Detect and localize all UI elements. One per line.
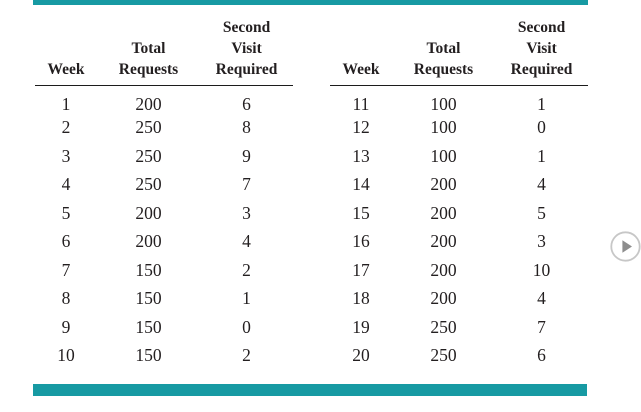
table-cell: 11 <box>352 93 370 114</box>
table-cell: 5 <box>61 202 71 223</box>
table-row: 8 150 1 <box>35 285 293 314</box>
table-row: 13 100 1 <box>330 142 588 171</box>
table-cell: 16 <box>352 231 370 252</box>
table-cell: 6 <box>537 345 546 366</box>
table-cell: 12 <box>352 117 370 138</box>
table-cell: 4 <box>242 231 251 252</box>
header-row: Week Total Requests Second Visit Require… <box>330 8 588 86</box>
table-cell: 4 <box>537 174 546 195</box>
header-total-requests: Total Requests <box>96 8 201 86</box>
table-cell: 3 <box>61 145 71 166</box>
table-row: 20 250 6 <box>330 342 588 371</box>
table-header: Week Total Requests Second Visit Require… <box>330 8 588 86</box>
table-cell: 19 <box>352 316 370 337</box>
header-week: Week <box>330 8 392 86</box>
play-icon <box>610 231 641 262</box>
table-cell: 1 <box>61 93 71 114</box>
table-cell: 3 <box>537 231 546 252</box>
table-cell: 7 <box>537 316 546 337</box>
table-cell: 100 <box>430 145 457 166</box>
header-row: Week Total Requests Second Visit Require… <box>35 8 293 86</box>
table-cell: 8 <box>61 288 71 309</box>
table-row: 10 150 2 <box>35 342 293 371</box>
table-cell: 4 <box>61 174 71 195</box>
table-row: 12 100 0 <box>330 114 588 143</box>
table-row: 4 250 7 <box>35 171 293 200</box>
table-row: 9 150 0 <box>35 313 293 342</box>
table-cell: 100 <box>430 93 457 114</box>
table-cell: 150 <box>135 316 162 337</box>
table-cell: 15 <box>352 202 370 223</box>
table-cell: 150 <box>135 259 162 280</box>
table-row: 11 100 1 <box>330 85 588 114</box>
table-row: 16 200 3 <box>330 228 588 257</box>
header-second-visit-required: Second Visit Required <box>495 8 588 86</box>
table-cell: 0 <box>537 117 546 138</box>
table-cell: 200 <box>430 231 457 252</box>
table-cell: 14 <box>352 174 370 195</box>
table-row: 7 150 2 <box>35 256 293 285</box>
table-row: 17 200 10 <box>330 256 588 285</box>
table-cell: 200 <box>430 202 457 223</box>
table-cell: 18 <box>352 288 370 309</box>
table-cell: 3 <box>242 202 251 223</box>
table-cell: 250 <box>135 145 162 166</box>
table-cell: 2 <box>242 259 251 280</box>
table-cell: 17 <box>352 259 370 280</box>
table-cell: 6 <box>61 231 71 252</box>
table-cell: 1 <box>537 145 546 166</box>
table-row: 6 200 4 <box>35 228 293 257</box>
next-page-button[interactable] <box>609 230 641 263</box>
top-accent-bar <box>33 0 588 5</box>
table-cell: 6 <box>242 93 251 114</box>
table-cell: 250 <box>430 316 457 337</box>
bottom-accent-bar <box>33 384 587 396</box>
table-row: 3 250 9 <box>35 142 293 171</box>
table-cell: 250 <box>135 117 162 138</box>
table-cell: 200 <box>430 259 457 280</box>
header-week: Week <box>35 8 97 86</box>
table-cell: 5 <box>537 202 546 223</box>
table-cell: 200 <box>135 231 162 252</box>
table-body: 11 100 1 12 100 0 13 100 1 14 200 4 15 200 5 16 200 3 17 20… <box>330 85 588 370</box>
table-header: Week Total Requests Second Visit Require… <box>35 8 293 86</box>
header-second-visit-required: Second Visit Required <box>200 8 293 86</box>
requests-table-weeks-1-10: Week Total Requests Second Visit Require… <box>35 8 293 370</box>
table-cell: 9 <box>242 145 251 166</box>
table-row: 2 250 8 <box>35 114 293 143</box>
table-cell: 7 <box>61 259 71 280</box>
table-cell: 150 <box>135 288 162 309</box>
table-cell: 200 <box>135 202 162 223</box>
table-cell: 150 <box>135 345 162 366</box>
table-cell: 200 <box>430 288 457 309</box>
table-cell: 1 <box>242 288 251 309</box>
table-cell: 7 <box>242 174 251 195</box>
table-row: 5 200 3 <box>35 199 293 228</box>
table-cell: 20 <box>352 345 370 366</box>
table-cell: 200 <box>135 93 162 114</box>
table-cell: 10 <box>532 259 551 280</box>
table-cell: 200 <box>430 174 457 195</box>
table-cell: 2 <box>61 117 71 138</box>
table-row: 14 200 4 <box>330 171 588 200</box>
table-cell: 10 <box>57 345 75 366</box>
requests-table-weeks-11-20: Week Total Requests Second Visit Require… <box>330 8 588 370</box>
table-row: 19 250 7 <box>330 313 588 342</box>
table-cell: 100 <box>430 117 457 138</box>
table-cell: 2 <box>242 345 251 366</box>
table-cell: 0 <box>242 316 251 337</box>
table-cell: 13 <box>352 145 370 166</box>
table-cell: 4 <box>537 288 546 309</box>
table-row: 15 200 5 <box>330 199 588 228</box>
table-cell: 250 <box>135 174 162 195</box>
table-cell: 250 <box>430 345 457 366</box>
table-cell: 1 <box>537 93 546 114</box>
header-total-requests: Total Requests <box>391 8 496 86</box>
table-cell: 9 <box>61 316 71 337</box>
table-row: 18 200 4 <box>330 285 588 314</box>
table-body: 1 200 6 2 250 8 3 250 9 4 250 7 5 200 3 6 200 4 7 150 2 8 150 1… <box>35 85 293 370</box>
table-cell: 8 <box>242 117 251 138</box>
table-row: 1 200 6 <box>35 85 293 114</box>
